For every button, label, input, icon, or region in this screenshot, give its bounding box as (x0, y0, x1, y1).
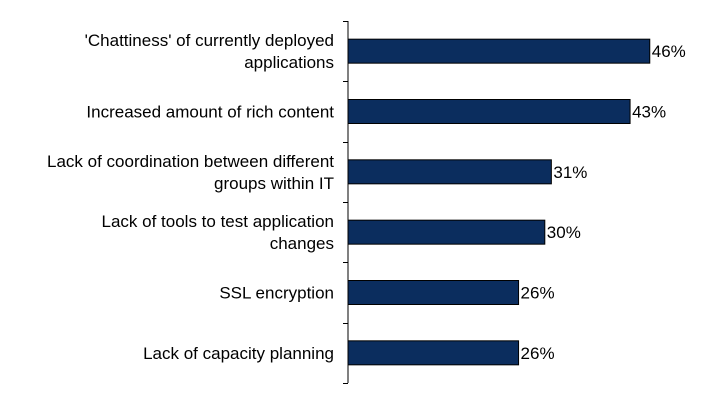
bar (347, 99, 631, 124)
category-axis (343, 21, 349, 384)
category-label-line: Lack of coordination between different (47, 152, 334, 171)
bar (347, 280, 520, 305)
category-label-line: groups within IT (214, 174, 334, 193)
bar (347, 159, 552, 185)
data-label: 26% (521, 344, 555, 363)
category-label-line: Lack of tools to test application (102, 212, 334, 231)
bar (347, 219, 546, 245)
bar (347, 38, 651, 64)
category-label: Lack of tools to test application changes (102, 212, 334, 253)
data-label: 43% (632, 103, 666, 122)
category-label-line: Increased amount of rich content (86, 103, 334, 122)
category-label-line: SSL encryption (219, 284, 334, 303)
bar (347, 340, 520, 366)
category-label-line: changes (270, 234, 334, 253)
category-label: 'Chattiness' of currently deployed applic… (85, 31, 334, 72)
category-label: Increased amount of rich content (86, 103, 334, 122)
category-label: SSL encryption (219, 284, 334, 303)
data-label: 30% (547, 223, 581, 242)
category-label-line: applications (244, 53, 334, 72)
category-label: Lack of coordination between different gr… (47, 152, 334, 193)
data-label: 46% (652, 42, 686, 61)
data-label: 26% (521, 284, 555, 303)
category-label-line: Lack of capacity planning (143, 344, 334, 363)
category-label: Lack of capacity planning (143, 344, 334, 363)
data-label: 31% (553, 163, 587, 182)
labels-layer: 46% 'Chattiness' of currently deployed app… (47, 31, 686, 363)
category-label-line: 'Chattiness' of currently deployed (85, 31, 334, 50)
bars-layer (347, 38, 651, 366)
